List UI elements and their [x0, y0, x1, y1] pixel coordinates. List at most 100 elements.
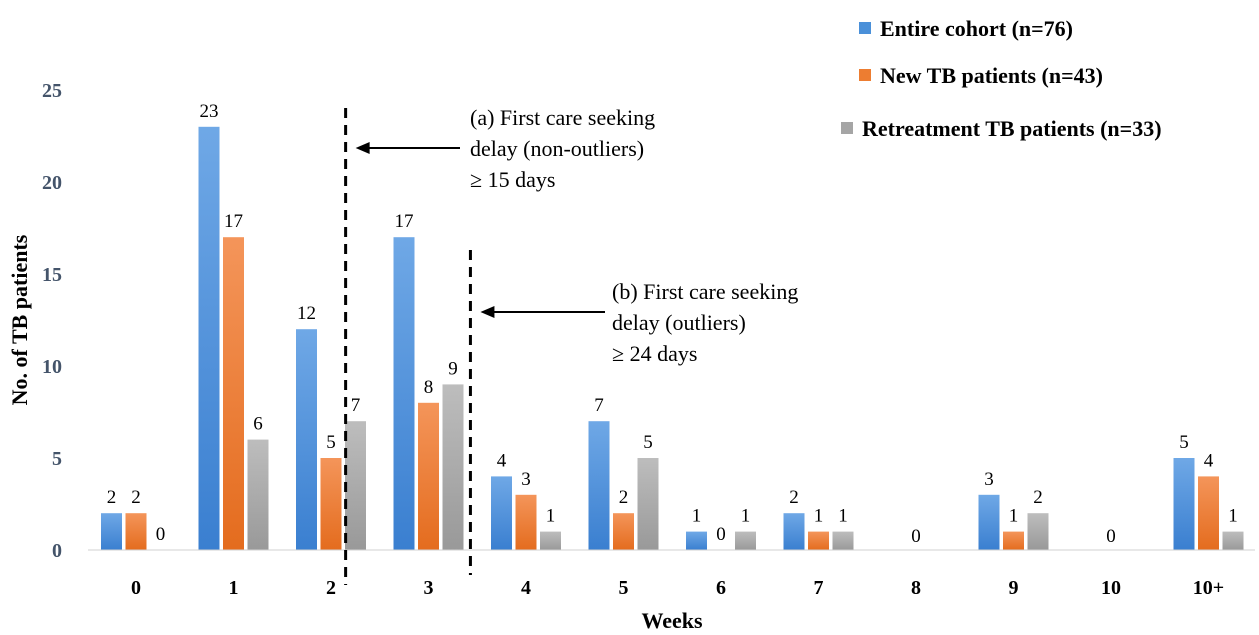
data-label: 5 [643, 432, 653, 453]
bar [686, 531, 707, 550]
data-label: 1 [546, 506, 556, 527]
data-label: 7 [594, 395, 604, 416]
bar [613, 513, 634, 550]
x-axis: 0 1 2 3 4 5 6 7 8 9 10 10+ [131, 577, 1224, 599]
data-label: 1 [838, 506, 848, 527]
x-tick-label: 0 [131, 577, 141, 599]
bar [588, 421, 610, 550]
data-label: 6 [253, 414, 263, 435]
legend-swatch [859, 69, 871, 81]
annotation-text: ≥ 24 days [612, 341, 697, 366]
x-tick-label: 7 [814, 577, 824, 599]
bar [978, 494, 1000, 550]
x-tick-label: 1 [229, 577, 239, 599]
arrow-head-icon [355, 142, 370, 154]
data-label: 1 [692, 506, 702, 527]
legend-label: Retreatment TB patients (n=33) [862, 116, 1162, 141]
bar [101, 513, 122, 550]
x-tick-label: 6 [716, 577, 726, 599]
data-label: 1 [741, 506, 751, 527]
data-label: 4 [497, 450, 507, 471]
data-label: 2 [107, 487, 117, 508]
bar [247, 439, 269, 550]
bar [345, 421, 366, 550]
annotations: (a) First care seeking delay (non-outlier… [344, 105, 798, 585]
bar [198, 126, 220, 551]
x-tick-label: 5 [619, 577, 629, 599]
bar [735, 531, 756, 550]
data-label: 17 [395, 211, 414, 232]
data-label: 3 [984, 469, 994, 490]
bar [1003, 531, 1024, 550]
bar [1173, 458, 1195, 550]
y-tick-label: 0 [52, 540, 62, 562]
x-tick-label: 10+ [1193, 577, 1224, 599]
x-tick-label: 2 [326, 577, 336, 599]
y-axis: 0 5 10 15 20 25 [42, 80, 62, 562]
legend-label: New TB patients (n=43) [880, 63, 1103, 88]
data-label: 8 [424, 377, 434, 398]
data-label: 1 [1228, 506, 1238, 527]
bar [125, 513, 147, 550]
data-label: 0 [156, 524, 166, 545]
data-label: 2 [1033, 487, 1043, 508]
legend-swatch [841, 122, 853, 134]
data-label: 2 [131, 487, 141, 508]
bars [101, 126, 1244, 551]
arrow-head-icon [480, 306, 495, 318]
bar [832, 531, 854, 550]
data-label: 12 [297, 303, 316, 324]
x-tick-label: 8 [911, 577, 921, 599]
data-label: 9 [448, 358, 458, 379]
x-tick-label: 10 [1101, 577, 1121, 599]
data-label: 17 [224, 211, 243, 232]
bar [1222, 531, 1244, 550]
y-tick-label: 10 [42, 356, 62, 378]
x-tick-label: 3 [424, 577, 434, 599]
y-tick-label: 25 [42, 80, 62, 102]
legend: Entire cohort (n=76) New TB patients (n=4… [841, 16, 1162, 141]
y-axis-title: No. of TB patients [7, 234, 32, 405]
data-label: 1 [814, 506, 824, 527]
y-tick-label: 20 [42, 172, 62, 194]
x-tick-label: 9 [1009, 577, 1019, 599]
annotation-text: (a) First care seeking [470, 105, 655, 130]
data-label: 2 [789, 487, 799, 508]
bar [1027, 513, 1049, 550]
bar [783, 513, 805, 550]
bar [393, 237, 415, 550]
bar [442, 384, 464, 550]
x-tick-label: 4 [521, 577, 531, 599]
data-label: 0 [716, 524, 726, 545]
bar [418, 402, 439, 550]
bar [515, 494, 537, 550]
y-tick-label: 5 [52, 448, 62, 470]
data-label: 5 [326, 432, 336, 453]
bar [491, 476, 512, 550]
bar [296, 329, 317, 550]
data-label: 5 [1179, 432, 1189, 453]
bar [320, 458, 342, 550]
x-axis-title: Weeks [641, 608, 703, 633]
data-label: 0 [911, 526, 921, 547]
data-label: 1 [1009, 506, 1019, 527]
y-tick-label: 15 [42, 264, 62, 286]
annotation-text: ≥ 15 days [470, 167, 555, 192]
legend-label: Entire cohort (n=76) [880, 16, 1073, 41]
bar [223, 237, 244, 550]
data-label: 4 [1204, 450, 1214, 471]
bar [1198, 476, 1219, 550]
annotation-text: (b) First care seeking [612, 279, 798, 304]
data-label: 7 [351, 395, 361, 416]
bar [808, 531, 829, 550]
legend-swatch [859, 22, 871, 34]
data-label: 2 [619, 487, 629, 508]
bar [540, 531, 561, 550]
annotation-text: delay (non-outliers) [470, 136, 644, 161]
bar [637, 458, 659, 550]
data-label: 23 [200, 101, 219, 122]
data-label: 3 [521, 469, 531, 490]
data-label: 0 [1106, 526, 1116, 547]
